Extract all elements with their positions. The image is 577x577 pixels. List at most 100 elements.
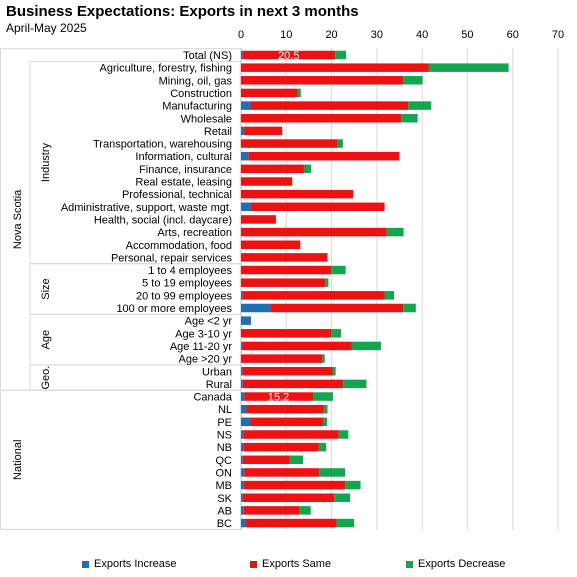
bar-decrease-qc [289,455,304,465]
bar-same-on [244,468,320,477]
category-label-sk: SK [217,493,232,505]
bar-same-urban [242,367,333,376]
category-label-on: ON [216,467,233,479]
bar-increase-ab [241,506,244,515]
bar-increase-20-to-99-employees [241,291,243,300]
bar-same-retail [243,126,283,136]
bar-same-professional-technical [241,189,354,199]
bar-same-accommodation-food [241,240,301,249]
bar-increase-on [241,468,245,477]
category-label-age-3-10-yr: Age 3-10 yr [175,328,232,340]
bar-same-nb [243,442,319,452]
bar-decrease-wholesale [401,114,418,123]
category-label-qc: QC [216,455,233,467]
legend-swatch-decrease [406,560,413,568]
category-label-age-11-20-yr: Age 11-20 yr [170,341,233,353]
category-label-bc: BC [217,518,232,530]
bar-same-age-3-10-yr [241,329,332,338]
bar-increase-age-11-20-yr [241,341,243,351]
bar-increase-sk [241,493,243,502]
category-label-rural: Rural [206,379,232,391]
legend-swatch-same [250,560,257,568]
bar-same-agriculture-forestry-fishing [241,63,429,72]
category-label-canada: Canada [193,392,232,404]
bar-decrease-ns [338,430,349,439]
bar-decrease-pe [322,417,328,427]
bar-increase-nl [241,404,247,414]
category-label-mining-oil-gas: Mining, oil, gas [159,75,233,87]
legend-item-increase: Exports Increase [82,558,177,570]
category-label-construction: Construction [170,88,232,100]
group-label-size: Size [40,278,52,299]
category-label-personal-repair-services: Personal, repair services [111,252,233,264]
bar-increase-rural [241,379,243,389]
bar-decrease-on [319,468,346,477]
category-label-5-to-19-employees: 5 to 19 employees [142,278,232,290]
bar-same-arts-recreation [241,227,387,237]
bar-same-20-to-99-employees [242,291,385,300]
group-label-geo: Geo. [40,366,52,390]
group-label-national: National [12,440,24,480]
x-tick-label-50: 50 [461,29,473,41]
legend-item-decrease: Exports Decrease [406,558,505,570]
bar-decrease-canada [313,392,333,401]
bar-increase-pe [241,417,251,427]
bar-decrease-nb [318,442,327,452]
bar-same-real-estate-leasing [241,177,293,186]
bar-decrease-agriculture-forestry-fishing [428,63,509,72]
bar-decrease-nl [323,404,328,414]
data-label-canada: 15.2 [268,392,289,404]
bar-decrease-total-ns [335,50,347,60]
bar-decrease-manufacturing [408,101,432,110]
bar-increase-nb [241,442,244,452]
bar-same-bc [245,518,337,528]
category-label-transportation-warehousing: Transportation, warehousing [93,139,232,151]
group-national: National [0,389,241,530]
category-label-age-2-yr: Age <2 yr [185,316,233,328]
bar-same-100-or-more-employees [270,303,404,313]
x-tick-label-40: 40 [416,29,428,41]
bar-increase-100-or-more-employees [241,303,271,313]
bar-same-health-social-incl-daycare [241,215,276,224]
bar-same-construction [241,88,298,98]
x-tick-label-10: 10 [280,29,292,41]
bar-decrease-bc [336,518,355,528]
bar-same-rural [242,379,344,389]
bar-same-mining-oil-gas [241,76,404,85]
legend: Exports Increase Exports Same Exports De… [0,558,577,572]
category-label-accommodation-food: Accommodation, food [126,240,232,252]
category-groups: Nova Scotia Industry Size Age Geo. National [0,48,242,530]
bar-same-personal-repair-services [241,253,328,262]
bar-decrease-20-to-99-employees [384,291,395,300]
x-tick-label-0: 0 [238,29,244,41]
chart-subtitle: April-May 2025 [6,21,87,35]
bar-same-ns [243,430,339,439]
category-label-age-20-yr: Age >20 yr [178,354,232,366]
category-label-1-to-4-employees: 1 to 4 employees [148,265,232,277]
category-label-arts-recreation: Arts, recreation [157,227,232,239]
bar-same-manufacturing [250,101,409,110]
bar-increase-urban [241,367,243,376]
bar-same-ab [243,506,300,515]
bar-decrease-urban [332,367,336,376]
x-tick-label-60: 60 [507,29,519,41]
bar-same-sk [242,493,335,502]
category-label-wholesale: Wholesale [181,113,232,125]
category-label-finance-insurance: Finance, insurance [139,164,232,176]
category-label-nl: NL [218,404,232,416]
bar-decrease-rural [343,379,367,389]
bar-increase-qc [241,455,243,465]
y-axis-category-labels: Total (NS)Agriculture, forestry, fishing… [61,50,233,530]
bar-same-age-20-yr [241,354,323,363]
legend-item-same: Exports Same [250,558,331,570]
bar-decrease-construction [297,88,301,98]
bar-decrease-finance-insurance [303,164,312,174]
bar-same-age-11-20-yr [242,341,352,351]
group-label-industry: Industry [40,142,52,182]
data-labels: 20.5 15.2 [268,50,300,404]
bar-increase-ns [241,430,244,439]
bar-same-information-cultural [248,151,400,161]
bar-decrease-age-3-10-yr [331,329,342,338]
data-label-total-ns: 20.5 [278,50,299,62]
